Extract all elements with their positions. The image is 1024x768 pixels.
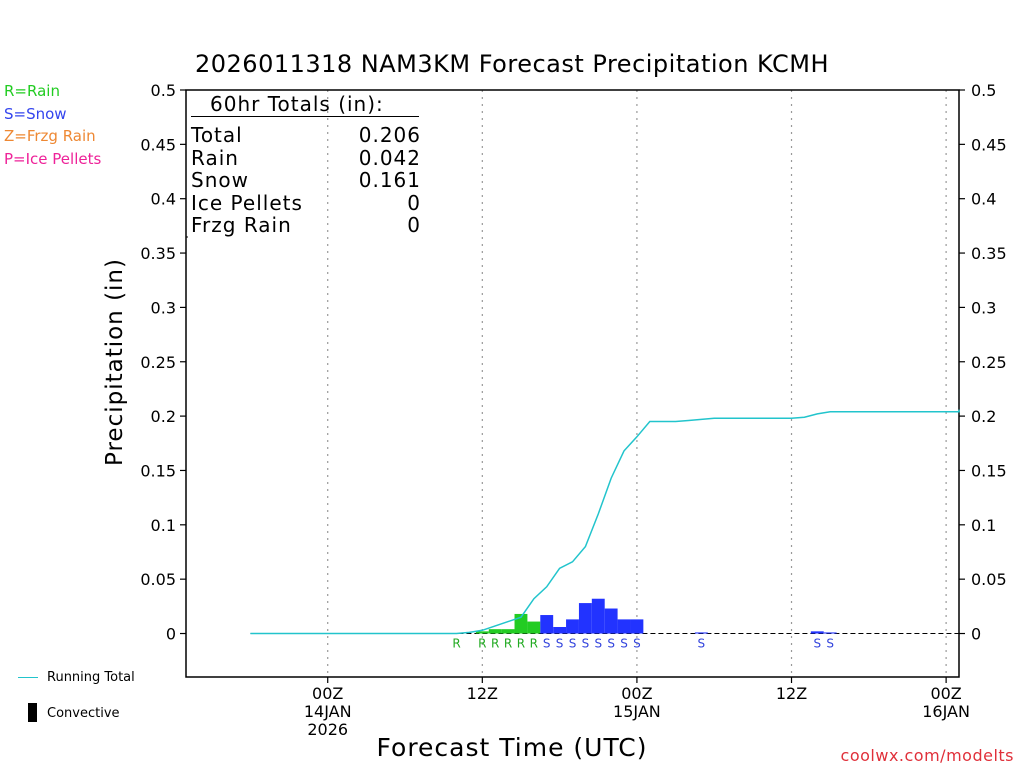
- snow-bar: [566, 619, 579, 634]
- snow-marker: S: [556, 637, 564, 651]
- y-tick-label-left: 0.3: [151, 298, 176, 317]
- y-tick-label-right: 0.05: [971, 570, 1007, 589]
- totals-row-freezing-rain: Frzg Rain 0: [191, 214, 421, 237]
- credit-text: coolwx.com/modelts: [840, 746, 1014, 765]
- snow-marker: S: [582, 637, 590, 651]
- totals-value: 0.042: [358, 145, 421, 170]
- totals-header: 60hr Totals (in):: [210, 92, 384, 116]
- key-freezing-rain: Z=Frzg Rain: [4, 127, 96, 145]
- rain-marker: R: [452, 637, 460, 651]
- totals-value: 0.206: [358, 123, 421, 147]
- snow-bar: [591, 598, 605, 634]
- y-tick-label-left: 0.5: [151, 81, 176, 100]
- x-tick-label: 12Z: [776, 684, 807, 703]
- snow-marker: S: [698, 637, 706, 651]
- snow-marker: S: [543, 637, 551, 651]
- y-tick-label-right: 0.4: [971, 190, 996, 209]
- snow-marker: S: [813, 637, 821, 651]
- rain-marker: R: [517, 637, 525, 651]
- x-tick-label: 12Z: [467, 684, 498, 703]
- y-tick-label-right: 0: [971, 625, 981, 644]
- totals-value: 0.161: [358, 168, 421, 193]
- totals-value: 0: [407, 190, 421, 215]
- rain-bar: [475, 631, 489, 634]
- y-tick-label-right: 0.5: [971, 81, 996, 100]
- y-tick-label-right: 0.35: [971, 244, 1007, 263]
- legend-convective-label: Convective: [47, 706, 120, 721]
- legend-running-total-line: [18, 677, 38, 678]
- snow-bar: [604, 608, 618, 634]
- y-tick-label-left: 0.05: [140, 570, 176, 589]
- snow-bar: [540, 615, 554, 634]
- y-tick-label-right: 0.2: [971, 407, 996, 426]
- rain-bar: [527, 621, 541, 634]
- y-tick-label-right: 0.25: [971, 353, 1007, 372]
- snow-bar: [810, 631, 824, 634]
- rain-marker: R: [491, 637, 499, 651]
- rain-marker: R: [478, 637, 486, 651]
- x-tick-label: 00Z: [621, 684, 652, 703]
- snow-bar: [578, 603, 592, 634]
- totals-label: Frzg Rain: [191, 213, 292, 238]
- totals-label: Snow: [191, 168, 249, 193]
- x-tick-label: 00Z: [312, 684, 343, 703]
- y-tick-label-left: 0.1: [151, 516, 176, 535]
- y-tick-label-left: 0.35: [140, 244, 176, 263]
- totals-row-total: Total 0.206: [191, 124, 421, 147]
- snow-bar: [630, 619, 644, 634]
- totals-row-ice-pellets: Ice Pellets 0: [191, 192, 421, 215]
- y-tick-label-left: 0: [166, 625, 176, 644]
- totals-header-underline: [191, 116, 419, 117]
- totals-value: 0: [407, 213, 421, 238]
- rain-bar: [501, 629, 515, 634]
- y-tick-label-right: 0.15: [971, 461, 1007, 480]
- x-tick-label: 16JAN: [922, 702, 970, 721]
- snow-marker: S: [607, 637, 615, 651]
- snow-marker: S: [594, 637, 602, 651]
- legend-convective-swatch: [28, 703, 37, 722]
- snow-marker: S: [620, 637, 628, 651]
- rain-marker: R: [504, 637, 512, 651]
- y-tick-label-left: 0.2: [151, 407, 176, 426]
- y-tick-label-left: 0.4: [151, 190, 176, 209]
- x-tick-label: 00Z: [930, 684, 961, 703]
- y-tick-label-left: 0.45: [140, 135, 176, 154]
- rain-bar: [488, 629, 502, 634]
- snow-marker: S: [826, 637, 834, 651]
- y-tick-label-left: 0.25: [140, 353, 176, 372]
- x-tick-label: 14JAN: [304, 702, 352, 721]
- snow-marker: S: [633, 637, 641, 651]
- totals-row-rain: Rain 0.042: [191, 145, 421, 170]
- y-tick-label-right: 0.3: [971, 298, 996, 317]
- totals-label: Rain: [191, 145, 239, 170]
- key-rain: R=Rain: [4, 82, 60, 100]
- totals-table: Total 0.206 Rain 0.042 Snow 0.161 Ice Pe…: [191, 124, 421, 237]
- y-tick-label-right: 0.45: [971, 135, 1007, 154]
- plot-frame: [185, 89, 960, 678]
- x-tick-label: 2026: [307, 720, 348, 739]
- chart-title: 2026011318 NAM3KM Forecast Precipitation…: [194, 50, 829, 78]
- totals-row-snow: Snow 0.161: [191, 169, 421, 192]
- y-tick-label-left: 0.15: [140, 461, 176, 480]
- x-tick-label: 15JAN: [613, 702, 661, 721]
- key-snow: S=Snow: [4, 105, 67, 123]
- totals-label: Total: [191, 123, 243, 147]
- key-ice-pellets: P=Ice Pellets: [4, 150, 102, 168]
- snow-bar: [694, 632, 708, 634]
- running-total-line: [250, 409, 960, 635]
- legend-running-total-label: Running Total: [47, 670, 135, 685]
- totals-label: Ice Pellets: [191, 190, 303, 215]
- snow-bar: [617, 619, 631, 634]
- snow-bar: [823, 632, 837, 634]
- snow-bar: [553, 626, 567, 634]
- rain-marker: R: [530, 637, 538, 651]
- y-tick-label-right: 0.1: [971, 516, 996, 535]
- x-axis-label: Forecast Time (UTC): [376, 733, 648, 762]
- snow-marker: S: [569, 637, 577, 651]
